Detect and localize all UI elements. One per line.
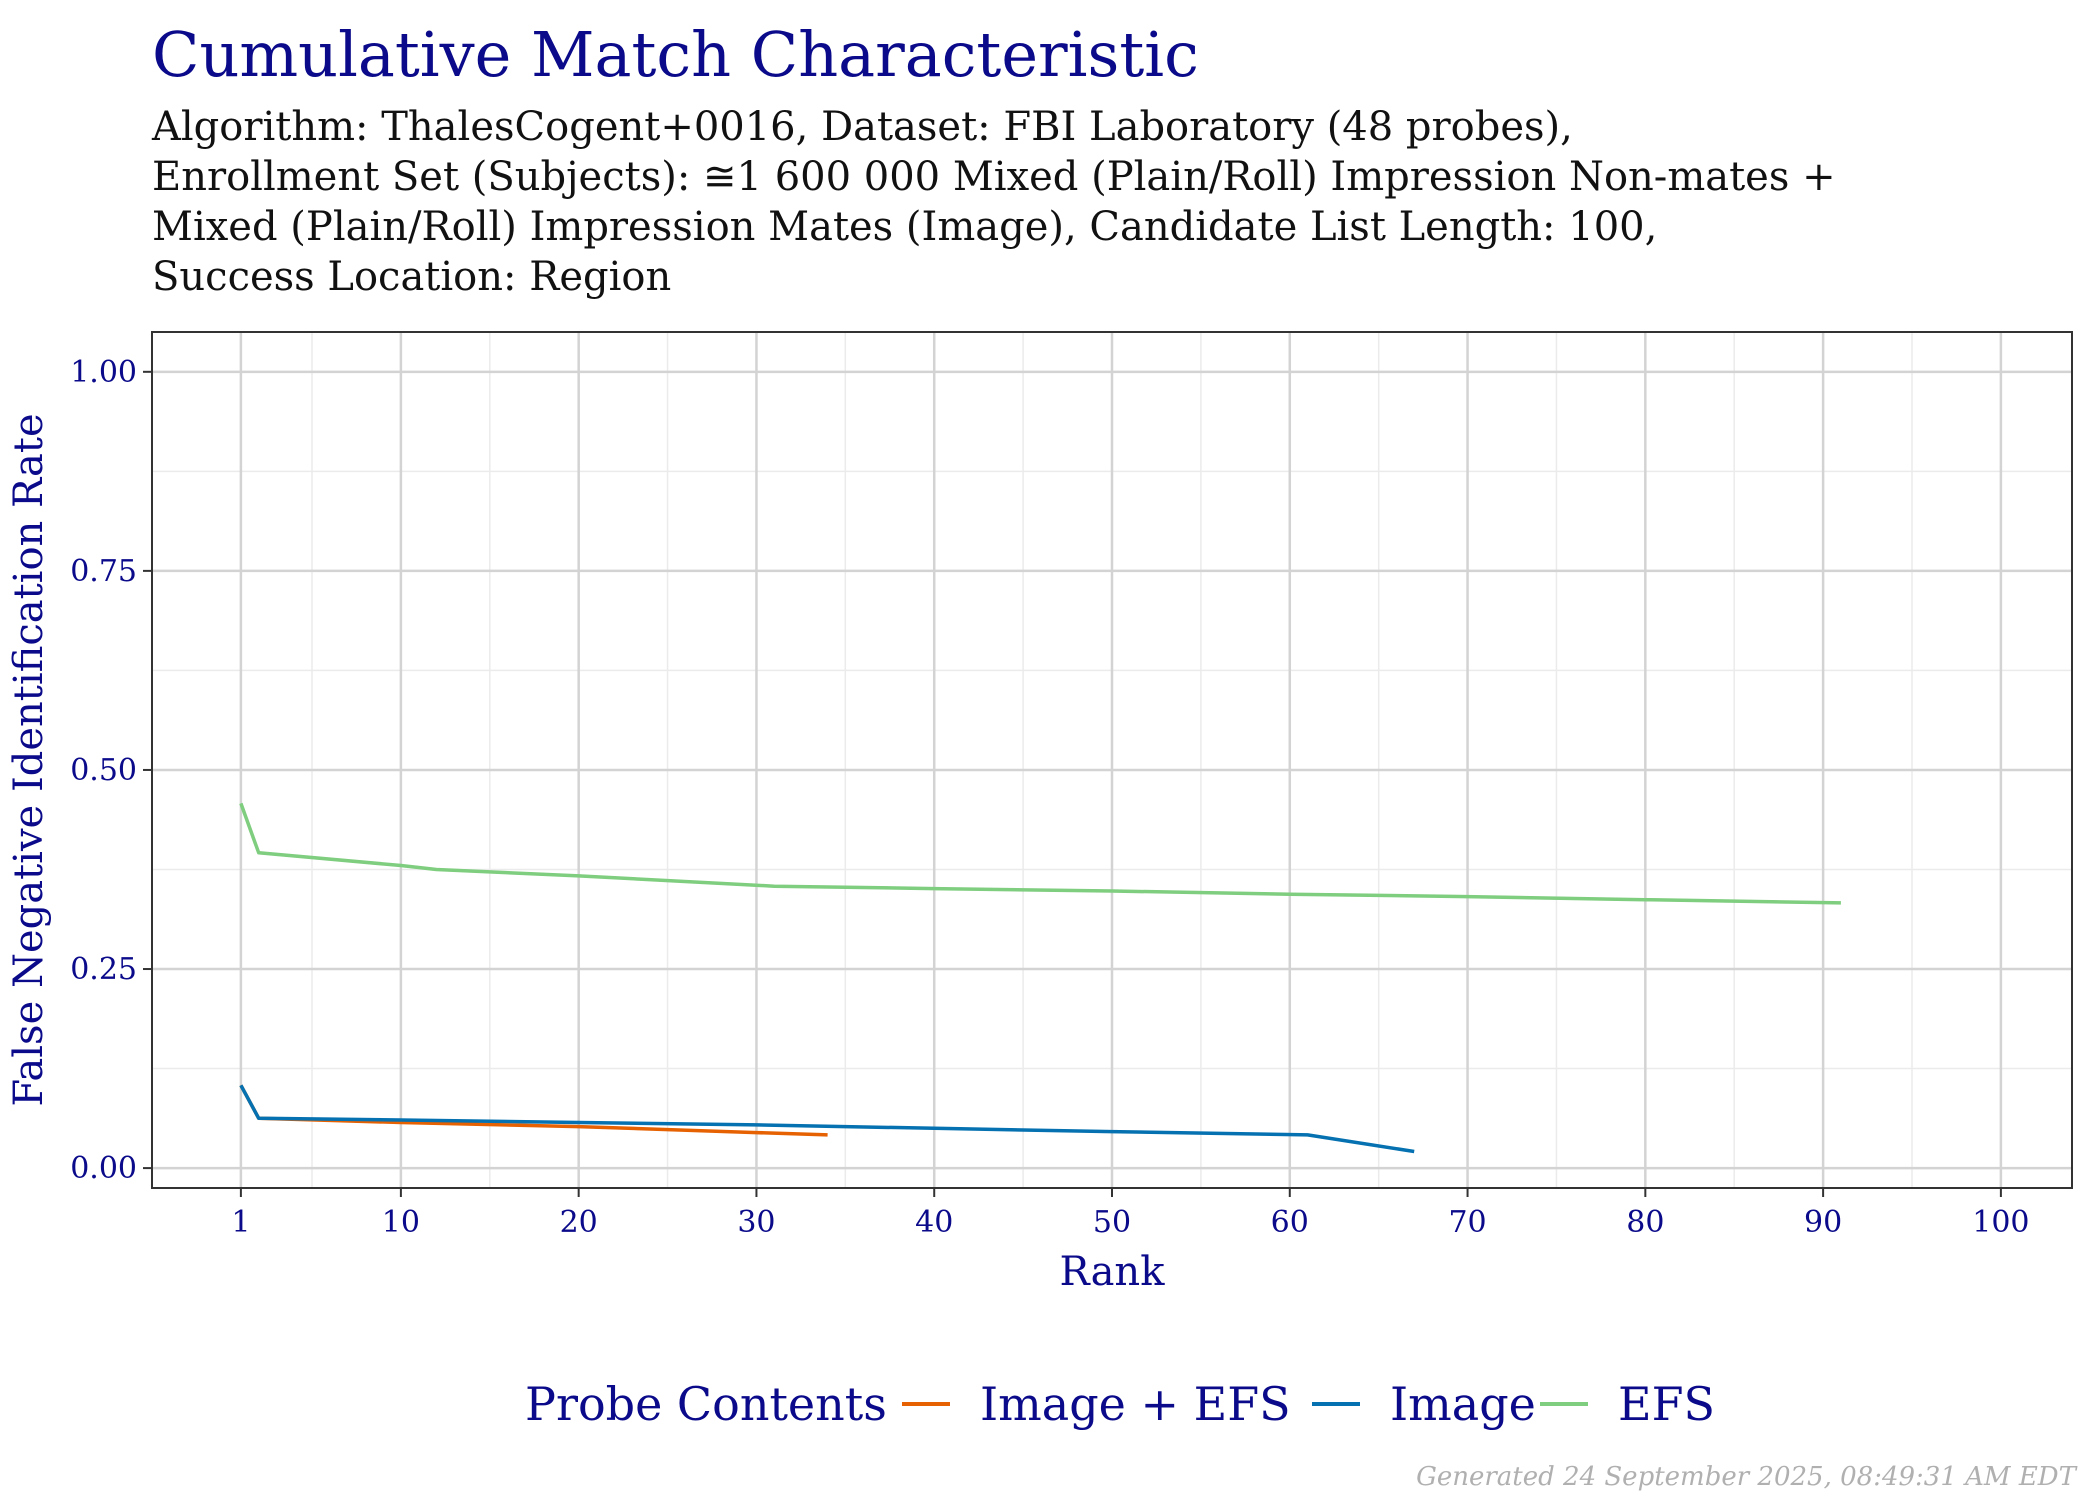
x-tick-label: 80 <box>1626 1205 1664 1240</box>
subtitle-line-4: Success Location: Region <box>152 254 672 300</box>
y-axis-title: False Negative Identification Rate <box>6 413 52 1106</box>
series-line-1 <box>239 1084 1415 1154</box>
x-tick-label: 100 <box>1972 1205 2029 1240</box>
x-tick-label: 10 <box>382 1205 420 1240</box>
x-tick-label: 30 <box>737 1205 775 1240</box>
legend-title: Probe Contents <box>525 1377 887 1431</box>
y-axis-tick-labels: 0.00 0.25 0.50 0.75 1.00 <box>70 355 137 1186</box>
legend-label-2: EFS <box>1618 1377 1715 1431</box>
y-tick-label: 0.25 <box>70 952 137 987</box>
subtitle-line-3: Mixed (Plain/Roll) Impression Mates (Ima… <box>152 204 1658 250</box>
x-tick-label: 20 <box>560 1205 598 1240</box>
generated-timestamp: Generated 24 September 2025, 08:49:31 AM… <box>1416 1462 2076 1492</box>
x-tick-label: 1 <box>231 1205 250 1240</box>
subtitle-line-2: Enrollment Set (Subjects): ≅1 600 000 Mi… <box>152 154 1836 200</box>
x-tick-label: 40 <box>915 1205 953 1240</box>
x-tick-label: 50 <box>1093 1205 1131 1240</box>
series-line-0 <box>239 1084 828 1137</box>
chart-title: Cumulative Match Characteristic <box>152 18 1199 91</box>
x-tick-label: 70 <box>1448 1205 1486 1240</box>
major-gridlines <box>152 332 2072 1188</box>
legend: Probe Contents Image + EFS Image EFS <box>525 1377 1715 1431</box>
legend-label-1: Image <box>1390 1377 1536 1431</box>
y-tick-label: 0.50 <box>70 753 137 788</box>
x-axis-title: Rank <box>1060 1249 1166 1295</box>
x-tick-label: 60 <box>1271 1205 1309 1240</box>
legend-label-0: Image + EFS <box>980 1377 1291 1431</box>
x-tick-label: 90 <box>1804 1205 1842 1240</box>
x-axis-tick-labels: 1 10 20 30 40 50 60 70 80 90 100 <box>231 1205 2029 1240</box>
axis-ticks <box>143 370 2002 1197</box>
series-line-2 <box>239 802 1841 905</box>
series-lines <box>239 802 1841 1154</box>
chart-subtitle: Algorithm: ThalesCogent+0016, Dataset: F… <box>152 102 1836 302</box>
y-tick-label: 0.00 <box>70 1151 137 1186</box>
subtitle-line-1: Algorithm: ThalesCogent+0016, Dataset: F… <box>152 104 1573 150</box>
y-tick-label: 1.00 <box>70 355 137 390</box>
y-tick-label: 0.75 <box>70 554 137 589</box>
